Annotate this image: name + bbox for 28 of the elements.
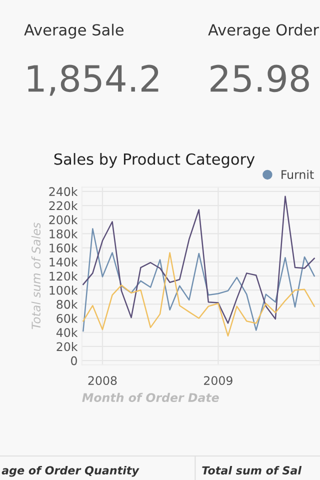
y-tick-label: 100k	[50, 286, 78, 295]
line-series	[82, 228, 315, 332]
legend-label: Furnit	[282, 170, 314, 180]
y-tick-label: 80k	[56, 300, 78, 309]
line-series	[82, 252, 315, 337]
x-tick-label: 2008	[88, 376, 117, 386]
y-tick-label: 220k	[49, 201, 78, 210]
text: Total sum of Sal	[202, 466, 302, 475]
text: 25.98	[210, 64, 309, 92]
y-axis-title: Total sum of Sales	[31, 222, 41, 330]
text: Average Sale	[24, 24, 124, 39]
chart-title: Sales by Product Category	[54, 153, 255, 168]
y-tick-label: 180k	[50, 229, 78, 238]
text: age of Order Quantity	[2, 466, 140, 477]
x-tick-label: 2009	[204, 376, 232, 386]
y-tick-label: 140k	[50, 257, 78, 267]
y-tick-label: 160k	[50, 243, 78, 252]
y-tick-label: 40k	[56, 328, 78, 338]
y-tick-label: 200k	[49, 215, 78, 224]
y-tick-label: 20k	[56, 342, 78, 352]
x-axis-title: Month of Order Date	[82, 392, 219, 402]
y-tick-label: 120k	[50, 272, 78, 281]
line-series	[82, 196, 315, 324]
y-tick-label: 240k	[49, 186, 78, 196]
text: Average Order	[208, 24, 320, 39]
text: 1,854.2	[28, 64, 158, 96]
y-tick-label: 0	[71, 356, 77, 366]
y-tick-label: 60k	[56, 314, 78, 323]
